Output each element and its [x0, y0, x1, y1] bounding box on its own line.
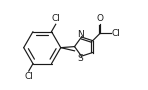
Text: N: N — [77, 30, 84, 39]
Text: S: S — [78, 54, 83, 63]
Text: Cl: Cl — [111, 29, 120, 38]
Text: O: O — [97, 14, 104, 23]
Text: Cl: Cl — [24, 72, 33, 81]
Text: Cl: Cl — [51, 14, 60, 23]
